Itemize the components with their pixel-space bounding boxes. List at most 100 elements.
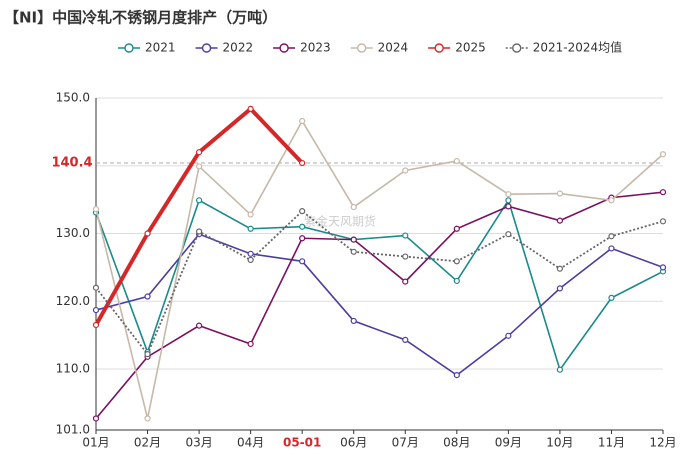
chart-title: 【NI】中国冷轧不锈钢月度排产（万吨） xyxy=(4,9,277,27)
point xyxy=(350,203,357,211)
point xyxy=(350,236,357,243)
point xyxy=(299,159,306,167)
legend-item: 2023 xyxy=(273,41,331,55)
point xyxy=(247,340,254,348)
legend-label: 2022 xyxy=(223,41,254,55)
point xyxy=(92,321,100,329)
point xyxy=(608,233,615,240)
point xyxy=(299,223,306,230)
point xyxy=(144,415,151,422)
x-tick-label: 01月 xyxy=(82,436,109,450)
x-tick-label: 10月 xyxy=(546,436,573,450)
point xyxy=(402,278,409,285)
series-line xyxy=(95,191,664,419)
point xyxy=(453,225,460,232)
y-tick-label: 101.0 xyxy=(56,423,90,437)
point xyxy=(453,372,460,379)
point xyxy=(505,203,512,210)
point xyxy=(608,245,615,252)
x-tick-label: 05-01 xyxy=(283,436,321,450)
point xyxy=(144,293,151,300)
legend-marker xyxy=(201,43,212,53)
x-tick-label: 06月 xyxy=(340,436,367,450)
point xyxy=(453,157,460,165)
point xyxy=(299,208,306,215)
pointer-label: 140.4 xyxy=(51,156,92,171)
x-tick-label: 03月 xyxy=(185,436,212,450)
point xyxy=(195,149,203,156)
point xyxy=(195,322,203,329)
legend-item: 2021-2024均值 xyxy=(505,40,622,55)
watermark: 紫金天风期货 xyxy=(304,214,376,229)
legend-label: 2021 xyxy=(145,41,176,55)
y-tick-label: 150.0 xyxy=(56,91,90,105)
legend-item: 2024 xyxy=(350,41,409,55)
point xyxy=(247,105,254,112)
point xyxy=(247,256,254,264)
point xyxy=(556,366,564,373)
legend-label: 2024 xyxy=(378,41,409,55)
point xyxy=(659,151,667,158)
legend-label: 2021-2024均值 xyxy=(533,40,622,55)
x-tick-label: 08月 xyxy=(443,436,470,450)
legend-item: 2022 xyxy=(195,41,254,55)
point xyxy=(195,228,203,235)
point xyxy=(299,235,306,242)
point xyxy=(144,351,151,358)
point xyxy=(659,189,667,196)
x-tick-label: 11月 xyxy=(598,436,625,450)
y-tick-label: 120.0 xyxy=(56,294,90,308)
point xyxy=(195,197,203,204)
point xyxy=(350,317,357,325)
point xyxy=(402,336,409,343)
legend-item: 2021 xyxy=(118,41,176,55)
x-tick-label: 02月 xyxy=(134,436,161,450)
point xyxy=(299,117,306,125)
x-tick-label: 04月 xyxy=(237,436,264,450)
point xyxy=(608,197,615,204)
series-line xyxy=(95,209,664,356)
point xyxy=(247,250,254,257)
y-tick-label: 110.0 xyxy=(56,362,90,376)
point xyxy=(92,206,100,213)
point xyxy=(556,265,564,272)
y-tick-label: 130.0 xyxy=(56,226,90,240)
point xyxy=(505,231,512,238)
point xyxy=(299,258,306,265)
point xyxy=(659,264,667,271)
point xyxy=(556,190,564,197)
point xyxy=(92,415,100,422)
point xyxy=(350,248,357,255)
point xyxy=(453,277,460,285)
legend-marker xyxy=(512,43,522,53)
point xyxy=(247,211,254,218)
series-line xyxy=(95,233,664,377)
legend-marker xyxy=(279,43,289,53)
legend-label: 2025 xyxy=(455,41,486,55)
legend-item: 2025 xyxy=(428,41,486,55)
x-tick-label: 07月 xyxy=(392,436,419,450)
legend-marker xyxy=(124,43,134,53)
point xyxy=(247,225,254,232)
point xyxy=(402,232,409,239)
pointer-box xyxy=(50,153,94,174)
series-line xyxy=(95,119,664,419)
series-line xyxy=(95,198,664,372)
point xyxy=(659,218,667,225)
legend-marker xyxy=(356,43,367,53)
point xyxy=(92,306,100,314)
point xyxy=(453,258,460,265)
point xyxy=(195,163,203,170)
series-line xyxy=(94,106,304,326)
x-tick-label: 09月 xyxy=(495,436,522,450)
point xyxy=(556,217,564,224)
legend-marker xyxy=(434,43,444,53)
point xyxy=(556,285,564,292)
point xyxy=(608,294,615,301)
point xyxy=(402,167,409,174)
x-tick-label: 12月 xyxy=(649,436,676,450)
point xyxy=(144,230,151,237)
point xyxy=(505,332,512,339)
point xyxy=(402,253,409,260)
